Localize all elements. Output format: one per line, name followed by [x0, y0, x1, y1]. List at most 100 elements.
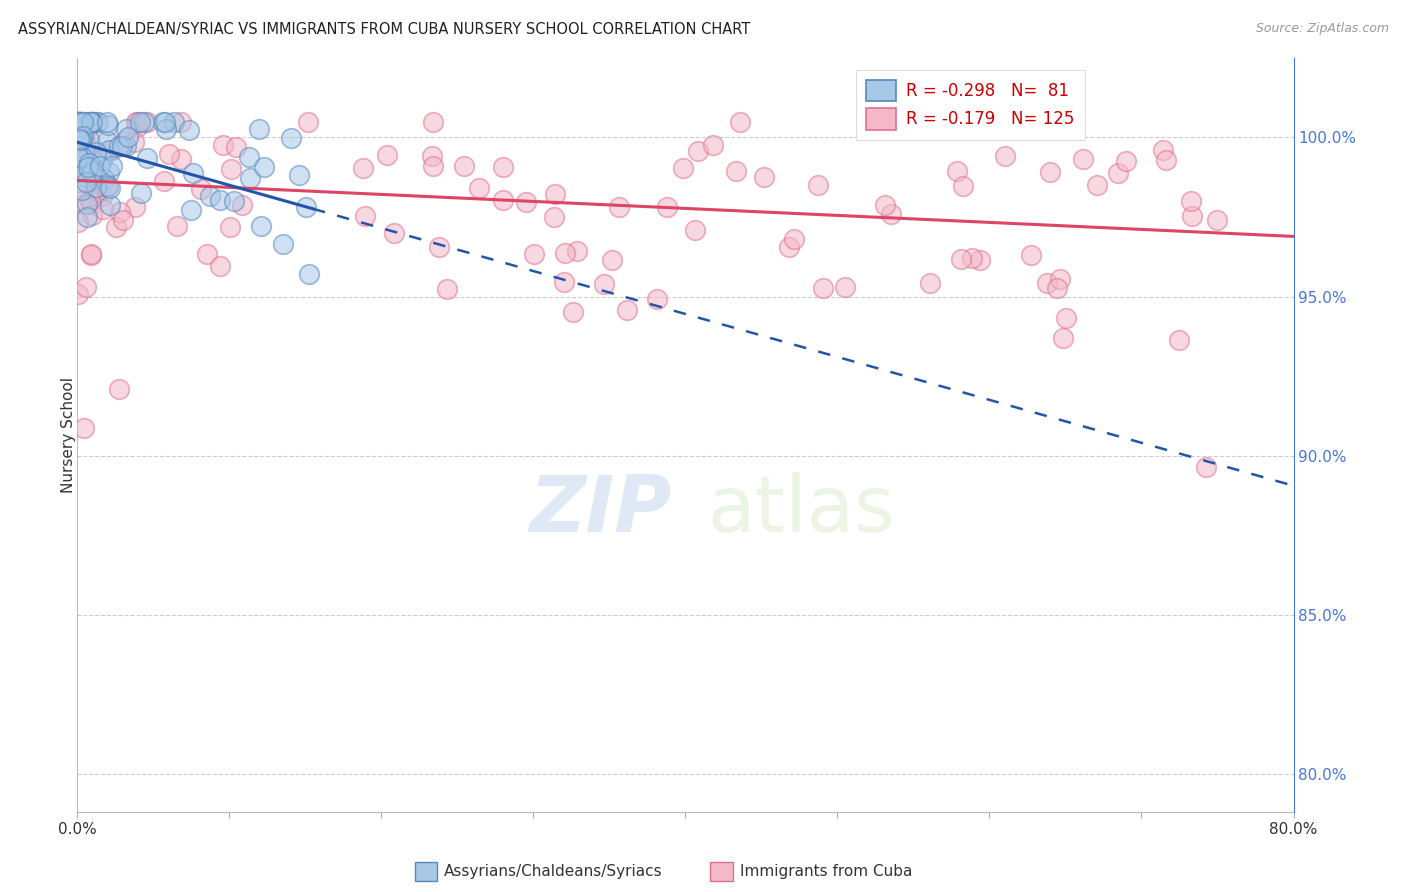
Point: [593, 277, 616, 291]
Point: [960, 251, 983, 265]
Point: [811, 281, 834, 295]
Point: [96, 180, 118, 194]
Point: [453, 159, 475, 173]
Point: [170, 114, 193, 128]
Point: [67, 114, 90, 128]
Point: [111, 138, 134, 153]
Point: [543, 210, 565, 224]
Point: [112, 134, 135, 148]
Point: [782, 232, 804, 246]
Point: [179, 123, 201, 137]
Point: [945, 164, 967, 178]
Point: [436, 282, 458, 296]
Point: [69, 128, 91, 143]
Point: [80, 114, 103, 128]
Point: [1115, 153, 1137, 168]
Point: [107, 382, 129, 396]
Point: [157, 147, 180, 161]
Point: [91, 189, 114, 203]
Point: [70, 120, 93, 134]
Point: [1107, 166, 1129, 180]
Point: [553, 275, 575, 289]
Point: [70, 183, 93, 197]
Point: [1167, 333, 1189, 347]
Point: [114, 122, 136, 136]
Point: [67, 114, 90, 128]
Point: [75, 279, 97, 293]
Point: [79, 193, 101, 207]
Point: [752, 169, 775, 184]
Point: [253, 160, 276, 174]
Point: [222, 194, 245, 208]
Point: [135, 152, 157, 166]
Point: [76, 196, 98, 211]
Point: [86, 114, 108, 128]
Point: [375, 148, 398, 162]
Point: [75, 135, 97, 149]
Point: [515, 195, 537, 210]
Point: [287, 169, 309, 183]
Point: [69, 114, 91, 128]
Point: [98, 165, 121, 179]
Point: [672, 161, 695, 175]
Point: [70, 151, 93, 165]
Point: [562, 305, 585, 319]
Text: ZIP: ZIP: [529, 472, 672, 549]
Point: [86, 114, 108, 128]
Point: [101, 159, 124, 173]
Point: [298, 267, 321, 281]
Point: [807, 178, 830, 192]
Point: [195, 246, 218, 260]
Point: [565, 244, 588, 258]
Point: [155, 122, 177, 136]
Point: [725, 164, 748, 178]
Point: [294, 200, 316, 214]
Point: [181, 166, 204, 180]
Point: [77, 146, 100, 161]
Point: [70, 180, 93, 194]
Point: [127, 120, 149, 134]
Point: [1085, 178, 1108, 193]
Point: [80, 165, 103, 179]
Point: [523, 247, 546, 261]
Point: [834, 280, 856, 294]
Point: [492, 160, 515, 174]
Point: [84, 179, 107, 194]
Point: [420, 149, 443, 163]
Point: [72, 128, 94, 143]
Point: [73, 421, 96, 435]
Point: [354, 209, 377, 223]
Point: [212, 137, 235, 152]
Text: Assyrians/Chaldeans/Syriacs: Assyrians/Chaldeans/Syriacs: [444, 864, 662, 879]
Point: [86, 163, 108, 178]
Point: [427, 240, 450, 254]
Point: [67, 164, 90, 178]
Point: [152, 114, 174, 128]
Point: [1039, 164, 1062, 178]
Point: [67, 144, 90, 158]
Point: [778, 240, 800, 254]
Point: [1019, 248, 1042, 262]
Point: [77, 114, 100, 128]
Point: [80, 114, 103, 128]
Point: [994, 149, 1017, 163]
Point: [83, 182, 105, 196]
Point: [96, 114, 118, 128]
Point: [1181, 210, 1204, 224]
Point: [79, 158, 101, 172]
Point: [969, 253, 991, 268]
Point: [1205, 213, 1227, 227]
Point: [153, 114, 176, 128]
Point: [647, 292, 669, 306]
Point: [97, 178, 120, 193]
Point: [76, 160, 98, 174]
Point: [1180, 194, 1202, 209]
Point: [75, 175, 97, 189]
Point: [87, 185, 110, 199]
Point: [70, 128, 93, 142]
Point: [91, 147, 114, 161]
Point: [70, 131, 93, 145]
Point: [879, 207, 901, 221]
Point: [79, 115, 101, 129]
Point: [77, 156, 100, 170]
